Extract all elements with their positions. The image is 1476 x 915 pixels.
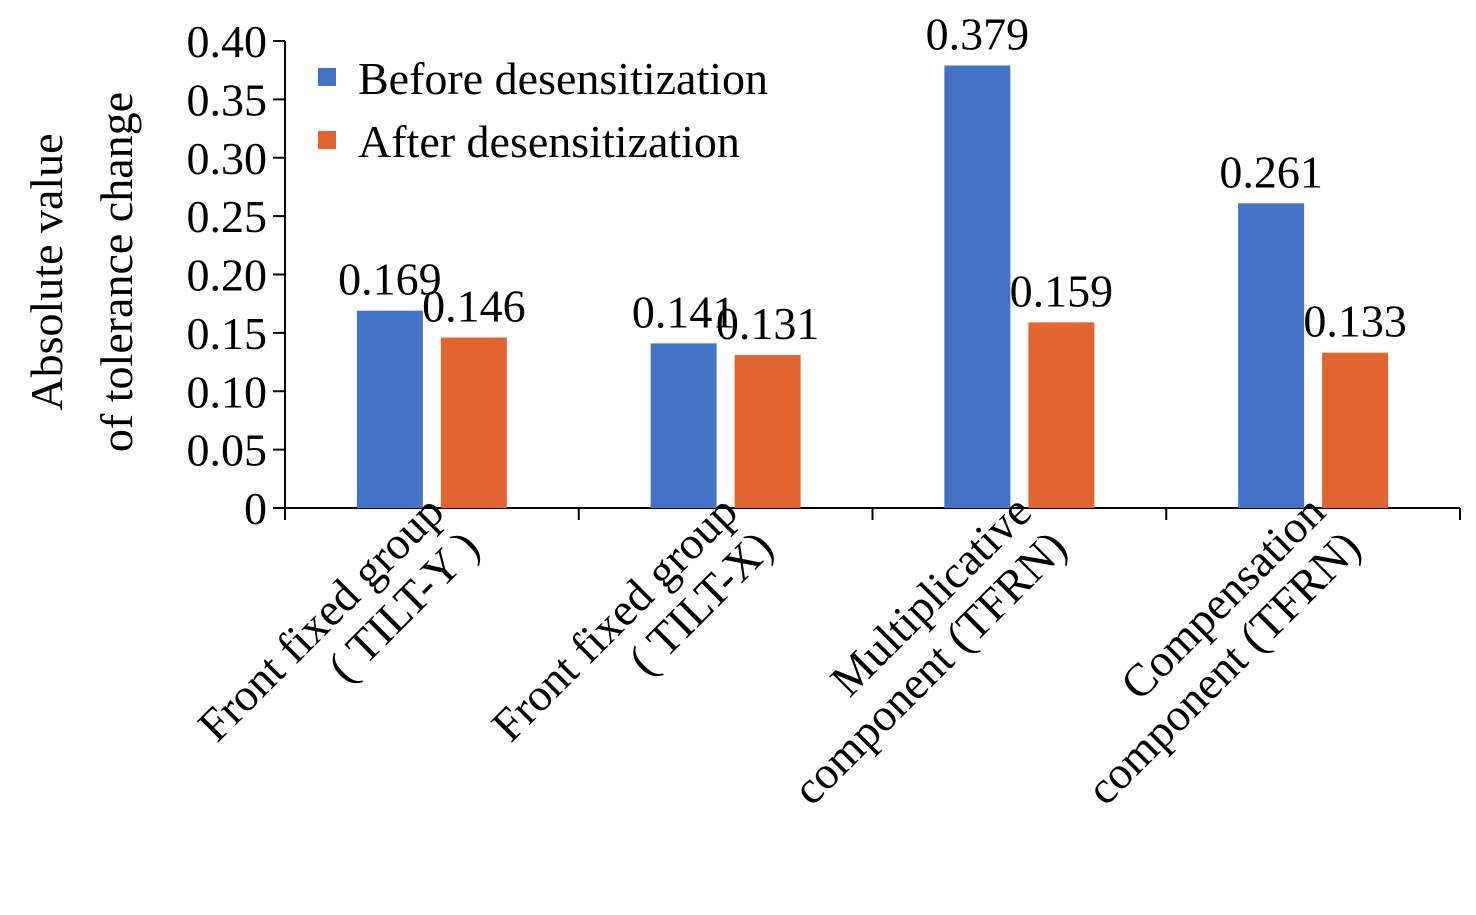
bar <box>356 310 423 508</box>
bar <box>734 355 801 508</box>
category-label: Multiplicativecomponent (TFRN) <box>747 485 1077 814</box>
legend-label: Before desensitization <box>358 53 768 104</box>
y-tick-label: 0.25 <box>187 191 268 242</box>
legend-swatch <box>318 131 336 149</box>
y-tick-label: 0.10 <box>187 366 268 417</box>
y-tick-label: 0.35 <box>187 74 268 125</box>
y-axis-label: Absolute value of tolerance change <box>21 92 142 452</box>
bar <box>944 65 1011 508</box>
data-label: 0.141 <box>632 286 736 337</box>
data-label: 0.169 <box>338 254 442 305</box>
bar <box>650 343 717 508</box>
category-labels: Front fixed group( TILT-Y )Front fixed g… <box>188 485 1370 814</box>
y-tick-label: 0.05 <box>187 425 268 476</box>
category-label-text: Front fixed group( TILT-Y ) <box>188 485 489 786</box>
y-axis-title-line: Absolute value <box>21 133 72 410</box>
bars <box>356 65 1389 508</box>
legend-swatch <box>318 68 336 86</box>
data-label: 0.146 <box>422 281 526 332</box>
y-tick-label: 0.20 <box>187 250 268 301</box>
data-label: 0.379 <box>926 9 1030 60</box>
y-axis: 0 0.05 0.10 0.15 0.20 0.25 0.30 0.35 0.40 <box>187 16 286 534</box>
data-label: 0.261 <box>1219 146 1323 197</box>
category-label-text: Compensationcomponent (TFRN) <box>1041 485 1370 814</box>
y-tick-label: 0.15 <box>187 308 268 359</box>
bar <box>440 337 507 508</box>
bar <box>1028 322 1095 508</box>
data-label: 0.159 <box>1010 265 1114 316</box>
y-tick-label: 0.40 <box>187 16 268 67</box>
category-label: Compensationcomponent (TFRN) <box>1041 485 1370 814</box>
y-axis-title: Absolute value of tolerance change <box>21 92 142 452</box>
bar <box>1322 352 1389 508</box>
data-label: 0.133 <box>1303 296 1407 347</box>
category-label-text: Multiplicativecomponent (TFRN) <box>747 485 1076 814</box>
category-label: Front fixed group( TILT-Y ) <box>188 485 489 786</box>
data-labels: 0.169 0.141 0.379 0.261 0.146 0.131 0.159 0.133 <box>338 9 1407 350</box>
y-axis-title-line: of tolerance change <box>91 92 142 452</box>
bar <box>1238 203 1305 508</box>
category-label-text: Front fixed group( TILT-X) <box>482 485 783 786</box>
category-label: Front fixed group( TILT-X) <box>482 485 783 786</box>
y-tick-label: 0.30 <box>187 133 268 184</box>
legend: Before desensitization After desensitizat… <box>318 53 768 167</box>
y-tick-label: 0 <box>244 483 267 534</box>
legend-label: After desensitization <box>358 116 740 167</box>
data-label: 0.131 <box>716 298 820 349</box>
